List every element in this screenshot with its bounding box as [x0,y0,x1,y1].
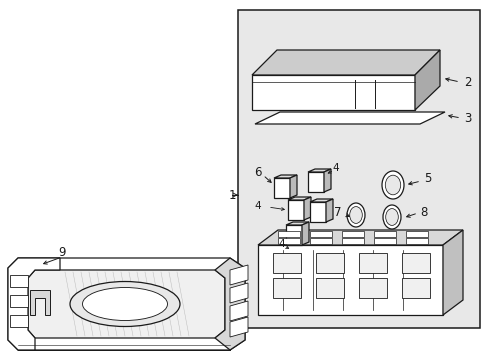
Polygon shape [8,258,60,350]
Bar [315,278,343,298]
Text: 6: 6 [254,166,261,179]
Text: 4: 4 [332,163,339,173]
Polygon shape [30,290,50,315]
Polygon shape [442,230,462,315]
Polygon shape [258,245,442,315]
Bar [358,253,386,273]
Ellipse shape [349,207,362,224]
Bar [373,238,395,244]
Polygon shape [309,199,332,202]
Bar [358,278,386,298]
Ellipse shape [381,171,403,199]
Polygon shape [302,222,308,245]
Polygon shape [304,197,310,220]
Text: 1: 1 [228,189,235,202]
Polygon shape [273,175,296,178]
Bar [309,238,331,244]
Polygon shape [287,200,304,220]
Polygon shape [254,112,444,124]
Bar [341,238,363,244]
Polygon shape [28,270,224,338]
Polygon shape [309,202,325,222]
Ellipse shape [82,288,167,320]
Text: 3: 3 [464,112,471,125]
Polygon shape [285,222,308,225]
Bar [341,231,363,237]
Polygon shape [414,50,439,110]
Text: 4: 4 [254,201,261,211]
Polygon shape [324,169,330,192]
Bar [272,253,301,273]
Polygon shape [287,197,310,200]
Bar [278,238,299,244]
Text: 4: 4 [278,239,285,249]
Polygon shape [229,265,247,285]
Ellipse shape [346,203,364,227]
Polygon shape [258,230,462,245]
Bar [373,231,395,237]
Polygon shape [215,258,244,350]
Ellipse shape [70,282,180,327]
Polygon shape [229,317,247,337]
Bar [10,275,28,287]
Bar [238,10,479,328]
Bar [401,253,429,273]
Bar [405,238,427,244]
Text: 5: 5 [424,171,431,185]
Polygon shape [325,199,332,222]
Bar [405,231,427,237]
Text: 7: 7 [334,206,341,219]
Ellipse shape [385,208,398,225]
Text: 9: 9 [58,247,65,260]
Polygon shape [8,258,244,350]
Bar [10,295,28,307]
Polygon shape [251,75,414,110]
Bar [10,315,28,327]
Polygon shape [289,175,296,198]
Ellipse shape [385,175,400,195]
Bar [309,231,331,237]
Polygon shape [285,225,302,245]
Polygon shape [251,50,439,75]
Bar [278,231,299,237]
Polygon shape [307,169,330,172]
Polygon shape [229,283,247,303]
Polygon shape [229,301,247,321]
Text: 2: 2 [463,76,471,89]
Bar [401,278,429,298]
Bar [272,278,301,298]
Bar [315,253,343,273]
Ellipse shape [382,205,400,229]
Polygon shape [273,178,289,198]
Polygon shape [307,172,324,192]
Text: 8: 8 [420,206,427,219]
